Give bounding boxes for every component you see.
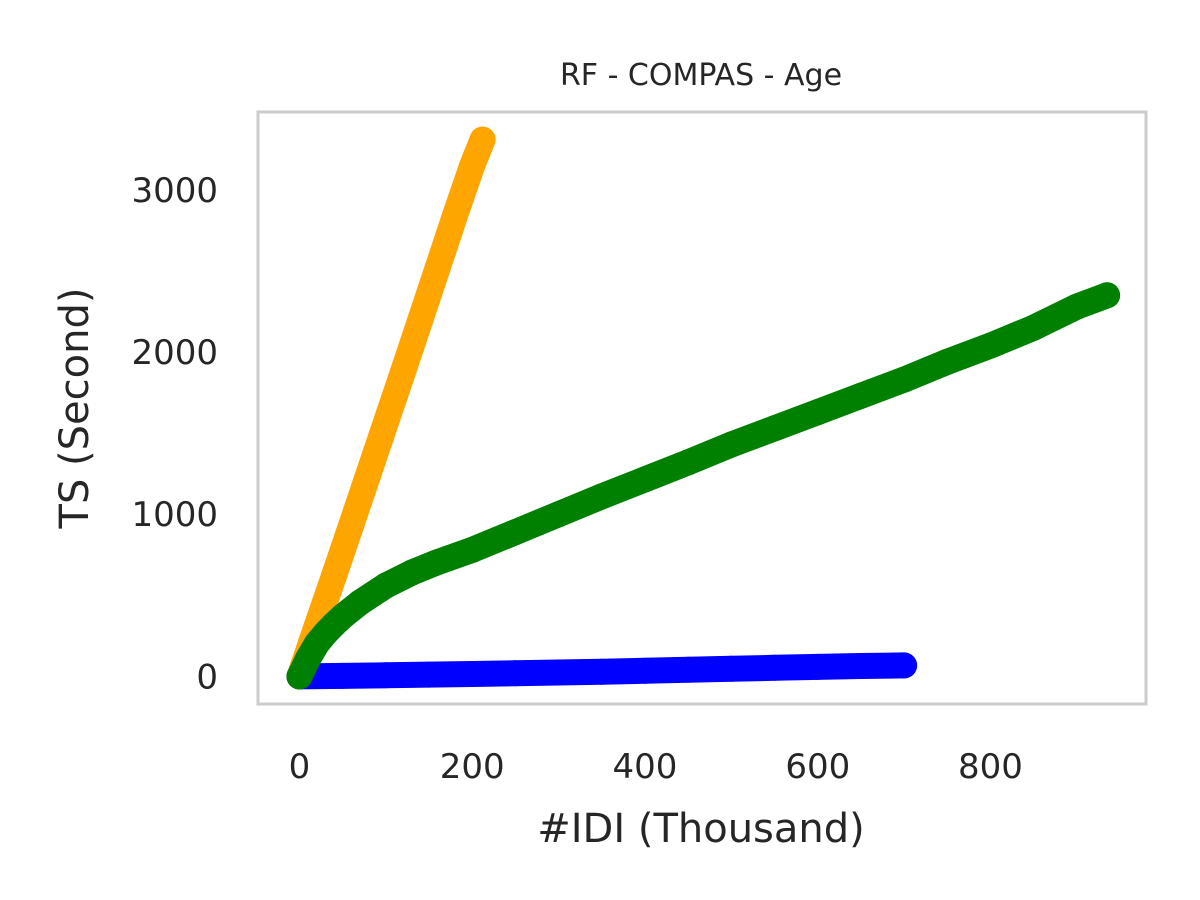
series-1-point bbox=[329, 662, 356, 689]
series-2-point bbox=[675, 449, 702, 476]
series-0 bbox=[286, 126, 496, 690]
series-0-point bbox=[424, 254, 451, 281]
y-tick-label: 0 bbox=[196, 657, 218, 697]
series-2-point bbox=[459, 536, 486, 563]
series-2-point bbox=[424, 549, 451, 576]
x-tick-labels: 0 200 400 600 800 bbox=[289, 747, 1023, 787]
series-1-point bbox=[891, 652, 918, 679]
series-0-point bbox=[390, 358, 417, 385]
series-2-point bbox=[502, 519, 529, 546]
series-0-point bbox=[321, 562, 347, 589]
series-0-point bbox=[469, 126, 496, 153]
series-0-point bbox=[355, 460, 382, 487]
series-1-point bbox=[588, 658, 615, 685]
series-2-point bbox=[346, 589, 373, 616]
series-2-point bbox=[1020, 314, 1047, 341]
series-1-point bbox=[847, 653, 874, 679]
series-2-point bbox=[1063, 293, 1090, 320]
series-2-point bbox=[804, 399, 831, 426]
y-tick-label: 1000 bbox=[131, 495, 218, 535]
y-tick-label: 2000 bbox=[131, 333, 218, 373]
series-2-point bbox=[891, 366, 918, 393]
series-1-point bbox=[545, 659, 572, 686]
series-1-point bbox=[632, 657, 658, 684]
series-2-point bbox=[398, 559, 425, 586]
y-axis-title: TS (Second) bbox=[52, 288, 98, 530]
series-2-point bbox=[632, 466, 658, 493]
series-2-point bbox=[545, 501, 572, 528]
y-tick-labels: 0 1000 2000 3000 bbox=[131, 171, 218, 698]
series-2-point bbox=[372, 572, 399, 599]
x-tick-label: 200 bbox=[440, 747, 505, 787]
series-2-point bbox=[977, 332, 1004, 359]
series-2-point bbox=[588, 483, 615, 510]
series-layer bbox=[286, 126, 1121, 690]
series-2-point bbox=[1094, 282, 1121, 309]
series-2-point bbox=[934, 348, 961, 375]
plot-frame bbox=[256, 110, 1148, 706]
series-1-point bbox=[416, 661, 442, 688]
chart-title: RF - COMPAS - Age bbox=[560, 58, 842, 93]
series-1-point bbox=[675, 656, 702, 683]
x-tick-label: 0 bbox=[289, 747, 311, 787]
series-1-point bbox=[804, 653, 831, 680]
series-2-point bbox=[718, 431, 745, 458]
series-0-point bbox=[407, 306, 434, 333]
series-2-point bbox=[761, 415, 788, 442]
series-2 bbox=[286, 282, 1121, 690]
series-0-point bbox=[372, 409, 399, 436]
series-1-point bbox=[502, 660, 529, 687]
series-0-point bbox=[459, 152, 486, 179]
series-0-point bbox=[338, 511, 365, 538]
series-1 bbox=[286, 652, 918, 690]
series-0-point bbox=[441, 202, 468, 229]
x-axis-title: #IDI (Thousand) bbox=[537, 806, 865, 852]
series-1-point bbox=[761, 654, 788, 681]
x-tick-label: 800 bbox=[958, 747, 1023, 787]
series-1-point bbox=[372, 662, 399, 689]
y-tick-label: 3000 bbox=[131, 171, 218, 211]
x-tick-label: 400 bbox=[613, 747, 678, 787]
series-1-point bbox=[718, 655, 745, 682]
series-1-point bbox=[459, 661, 486, 687]
series-2-point bbox=[847, 382, 874, 409]
x-tick-label: 600 bbox=[785, 747, 850, 787]
